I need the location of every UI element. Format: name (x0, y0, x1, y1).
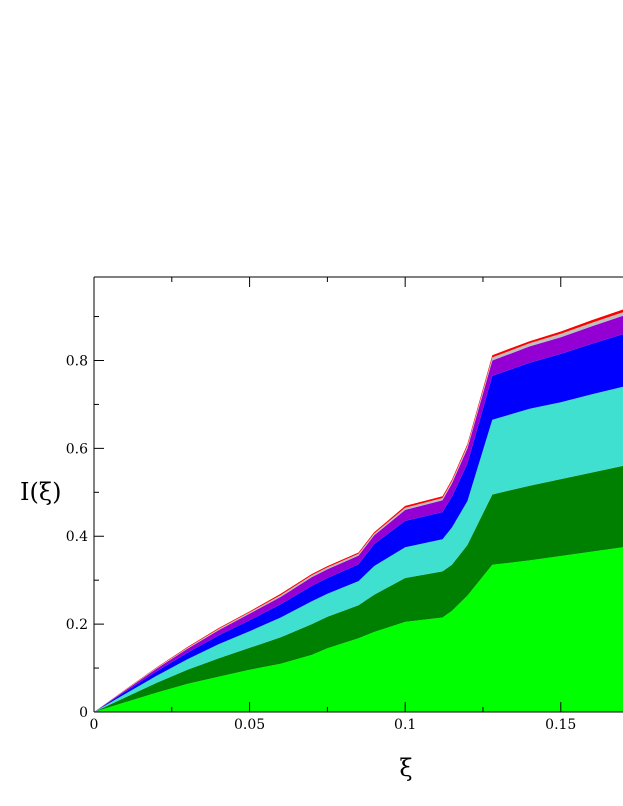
x-axis-label: ξ (399, 754, 412, 782)
y-tick-label: 0.6 (66, 441, 88, 457)
y-tick-label: 0.8 (66, 353, 88, 369)
y-axis-label: I(ξ) (20, 478, 61, 506)
ticks-group: 0 0.05 0.1 0.15 0 0.2 0.4 0.6 0.8 (66, 277, 576, 733)
area-series-2 (94, 465, 623, 712)
x-tick-label: 0.15 (545, 717, 576, 733)
area-series-3 (94, 386, 623, 712)
y-tick-label: 0.2 (66, 617, 88, 633)
x-tick-label: 0 (90, 717, 99, 733)
area-series-4 (94, 334, 623, 712)
y-tick-label: 0.4 (66, 529, 88, 545)
y-tick-label: 0 (79, 705, 88, 721)
area-series-1 (94, 547, 623, 712)
x-tick-label: 0.05 (234, 717, 265, 733)
x-tick-label: 0.1 (394, 717, 416, 733)
area-series-group (94, 309, 623, 712)
axes-group (93, 276, 623, 713)
